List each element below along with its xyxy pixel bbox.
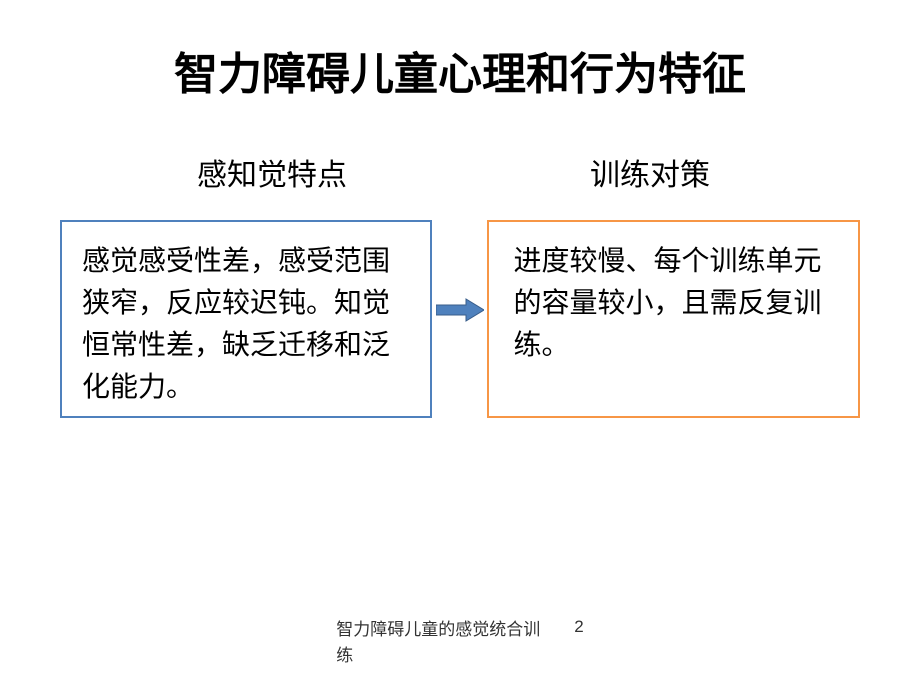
box-right: 进度较慢、每个训练单元的容量较小，且需反复训练。 bbox=[487, 220, 860, 418]
slide-title: 智力障碍儿童心理和行为特征 bbox=[0, 38, 920, 102]
slide: 智力障碍儿童心理和行为特征 感知觉特点 训练对策 感觉感受性差，感受范围狭窄，反… bbox=[0, 0, 920, 690]
boxes-row: 感觉感受性差，感受范围狭窄，反应较迟钝。知觉恒常性差，缺乏迁移和泛化能力。 进度… bbox=[60, 220, 860, 418]
arrow-wrap bbox=[432, 220, 487, 400]
box-left: 感觉感受性差，感受范围狭窄，反应较迟钝。知觉恒常性差，缺乏迁移和泛化能力。 bbox=[60, 220, 432, 418]
subheading-right: 训练对策 bbox=[500, 150, 800, 194]
subheading-left: 感知觉特点 bbox=[122, 150, 422, 194]
footer-text: 智力障碍儿童的感觉统合训练 bbox=[336, 617, 546, 668]
subheadings-row: 感知觉特点 训练对策 bbox=[0, 150, 920, 194]
footer: 智力障碍儿童的感觉统合训练 2 bbox=[0, 617, 920, 668]
arrow-right-icon bbox=[436, 297, 484, 323]
arrow-shape bbox=[436, 299, 484, 321]
page-number: 2 bbox=[574, 617, 583, 637]
